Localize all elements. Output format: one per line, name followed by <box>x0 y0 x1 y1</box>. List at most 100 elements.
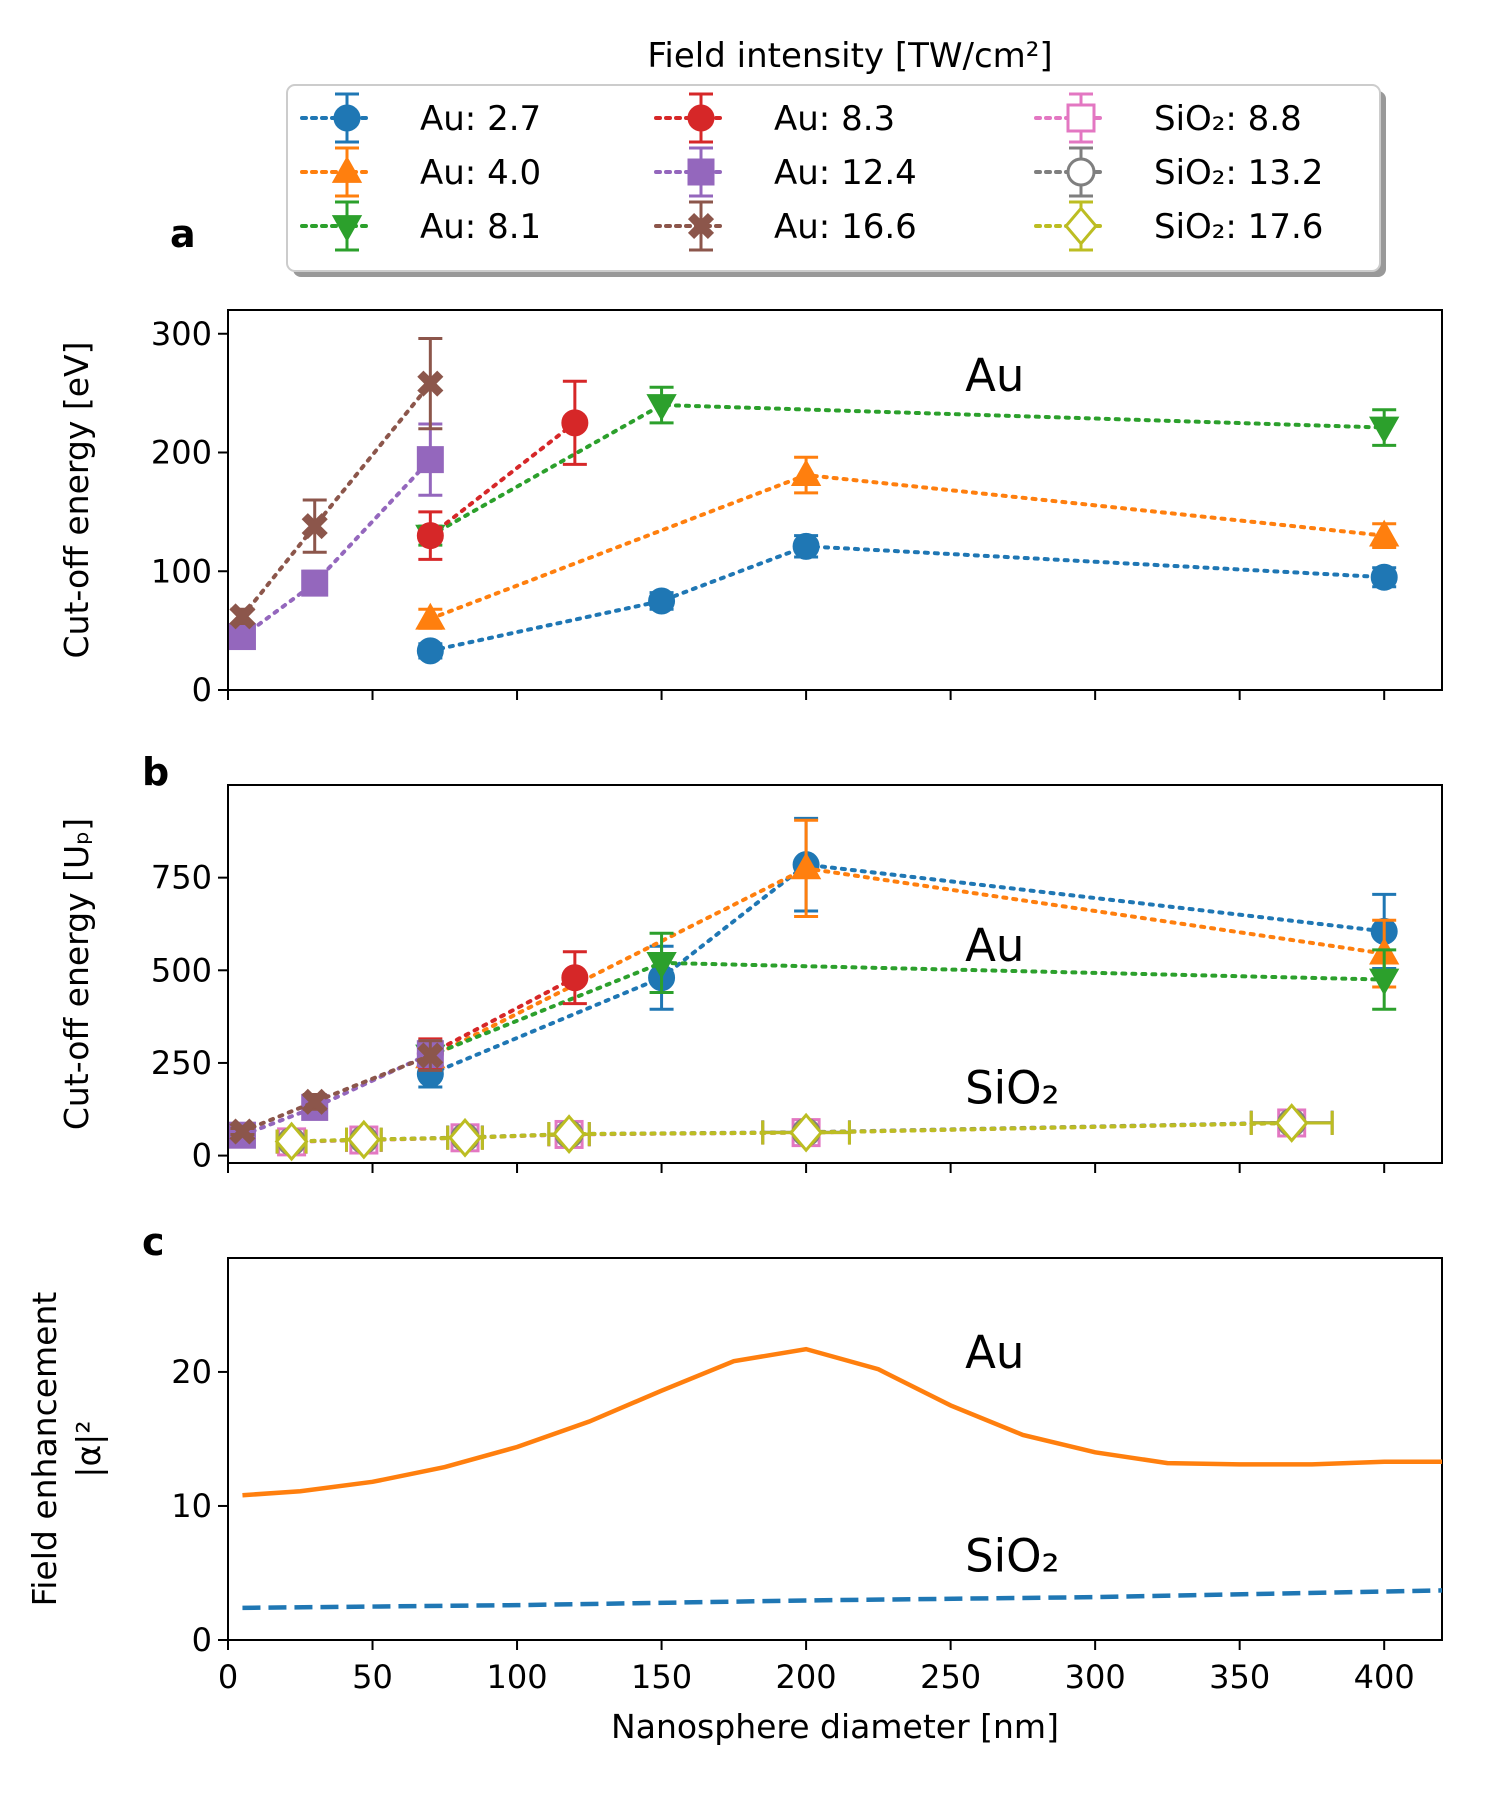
series-line-sio2 <box>242 1588 1443 1611</box>
legend-marker-au83 <box>687 104 715 132</box>
data-point-au27 <box>648 587 676 615</box>
x-tick-label: 300 <box>1065 1658 1126 1696</box>
legend-label-au166: Au: 16.6 <box>774 207 917 247</box>
legend-label-au124: Au: 12.4 <box>774 153 917 193</box>
y-axis-label-2: |α|² <box>69 1420 108 1477</box>
annotation-sio2: SiO₂ <box>965 1530 1060 1583</box>
legend-label-au40: Au: 4.0 <box>420 153 541 193</box>
data-point-au124 <box>301 569 329 597</box>
data-point-au166 <box>417 1042 444 1069</box>
data-point-au166 <box>417 370 444 397</box>
data-point-sio176 <box>1274 1103 1309 1143</box>
panel-b: 0 250 500 750 Cut-off energy [Uₚ] Au SiO₂ <box>57 784 1443 1175</box>
axes-frame <box>227 784 1443 1164</box>
legend-label-au27: Au: 2.7 <box>420 99 541 139</box>
y-tick-label: 100 <box>151 552 212 590</box>
data-point-au81 <box>646 394 677 421</box>
legend-marker-sio132 <box>1066 157 1096 187</box>
data-point-sio176 <box>552 1114 586 1154</box>
data-point-sio176 <box>274 1121 309 1162</box>
data-point-au166 <box>301 513 328 540</box>
data-point-au27 <box>1370 563 1398 591</box>
legend: Field intensity [TW/cm²] Au: 2.7 Au: 4.0 A… <box>286 36 1386 277</box>
y-tick-label: 10 <box>171 1487 212 1525</box>
data-point-au166 <box>229 1118 256 1145</box>
series-line-au81 <box>428 402 1387 538</box>
axes-frame <box>227 309 1443 691</box>
data-point-au83 <box>561 409 589 437</box>
series-line-au166 <box>240 381 433 619</box>
legend-title: Field intensity [TW/cm²] <box>647 36 1052 76</box>
legend-marker-au40 <box>331 156 363 183</box>
panel-a: 0 100 200 300 Cut-off energy [eV] Au <box>57 309 1443 709</box>
series-line-au27 <box>428 544 1387 653</box>
legend-marker-au27 <box>333 104 361 132</box>
legend-label-sio176: SiO₂: 17.6 <box>1154 207 1323 247</box>
legend-marker-sio176 <box>1064 206 1098 246</box>
y-tick-label: 0 <box>192 1137 212 1175</box>
annotation-au: Au <box>965 1326 1024 1379</box>
y-axis-label: Cut-off energy [eV] <box>57 342 96 659</box>
legend-marker-au124 <box>687 158 715 186</box>
x-tick-label: 0 <box>218 1658 238 1696</box>
y-tick-label: 250 <box>151 1044 212 1082</box>
data-point-sio176 <box>346 1119 381 1160</box>
series-line-au166 <box>240 1053 433 1134</box>
axes-frame <box>227 1257 1443 1641</box>
y-tick-label: 200 <box>151 434 212 472</box>
data-point-au40 <box>790 459 822 486</box>
y-tick-label: 750 <box>151 859 212 897</box>
y-tick-label: 300 <box>151 315 212 353</box>
series-line-au124 <box>240 457 433 639</box>
annotation-au: Au <box>965 919 1024 972</box>
series-line-au40 <box>428 473 1387 621</box>
legend-marker-au81 <box>331 215 363 242</box>
series-line-au <box>242 1346 1442 1498</box>
legend-label-sio88: SiO₂: 8.8 <box>1154 99 1302 139</box>
data-point-au27 <box>792 532 820 560</box>
x-tick-label: 100 <box>487 1658 548 1696</box>
data-point-au124 <box>228 623 256 651</box>
data-point-au83 <box>561 964 589 992</box>
data-point-au166 <box>301 1088 328 1115</box>
legend-frame <box>286 84 1381 272</box>
data-point-au40 <box>415 602 446 630</box>
x-tick-label: 250 <box>920 1658 981 1696</box>
data-point-au81 <box>646 951 677 979</box>
panel-letter-b: b <box>142 750 169 794</box>
panel-c: 0 50 100 150 200 250 300 350 400 0 10 20 Field enhan… <box>25 1257 1443 1746</box>
series-line-au83 <box>428 975 577 1056</box>
data-point-au40 <box>790 852 822 880</box>
x-tick-label: 400 <box>1354 1658 1415 1696</box>
x-tick-label: 200 <box>776 1658 837 1696</box>
x-tick-label: 150 <box>631 1658 692 1696</box>
y-tick-label: 0 <box>192 671 212 709</box>
x-tick-label: 50 <box>352 1658 393 1696</box>
y-axis-label: Field enhancement <box>25 1292 64 1607</box>
data-point-sio176 <box>789 1112 824 1153</box>
data-point-au166 <box>229 603 256 630</box>
data-point-au81 <box>1369 416 1400 444</box>
data-point-au124 <box>416 446 444 474</box>
y-tick-label: 20 <box>171 1353 212 1391</box>
legend-label-au83: Au: 8.3 <box>774 99 895 139</box>
x-tick-label: 350 <box>1209 1658 1270 1696</box>
data-point-au27 <box>416 637 444 665</box>
annotation-au: Au <box>965 349 1024 402</box>
data-point-au83 <box>416 522 444 550</box>
legend-label-sio132: SiO₂: 13.2 <box>1154 153 1323 193</box>
data-point-au81 <box>1369 968 1400 996</box>
y-tick-label: 0 <box>192 1621 212 1659</box>
legend-label-au81: Au: 8.1 <box>420 207 541 247</box>
y-tick-label: 500 <box>151 951 212 989</box>
panel-letter-a: a <box>170 212 196 256</box>
series-line-au83 <box>428 420 577 538</box>
y-axis-label: Cut-off energy [Uₚ] <box>57 818 96 1130</box>
annotation-sio2: SiO₂ <box>965 1062 1060 1115</box>
panel-letter-c: c <box>142 1220 165 1264</box>
x-axis-label: Nanosphere diameter [nm] <box>611 1707 1059 1746</box>
data-point-sio176 <box>448 1117 482 1158</box>
data-point-au40 <box>1369 519 1400 547</box>
series-line-au27 <box>428 862 1387 1077</box>
